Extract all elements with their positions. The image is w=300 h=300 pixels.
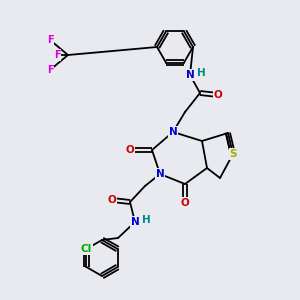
Text: S: S	[229, 149, 237, 159]
Text: N: N	[186, 70, 194, 80]
Text: N: N	[156, 169, 164, 179]
Text: H: H	[142, 215, 151, 225]
Text: O: O	[181, 198, 189, 208]
Text: N: N	[130, 217, 140, 227]
Text: N: N	[169, 127, 177, 137]
Text: O: O	[126, 145, 134, 155]
Text: F: F	[47, 35, 53, 45]
Text: F: F	[47, 65, 53, 75]
Text: H: H	[197, 68, 206, 78]
Text: O: O	[108, 195, 116, 205]
Text: Cl: Cl	[81, 244, 92, 254]
Text: F: F	[54, 50, 60, 60]
Text: O: O	[214, 90, 222, 100]
